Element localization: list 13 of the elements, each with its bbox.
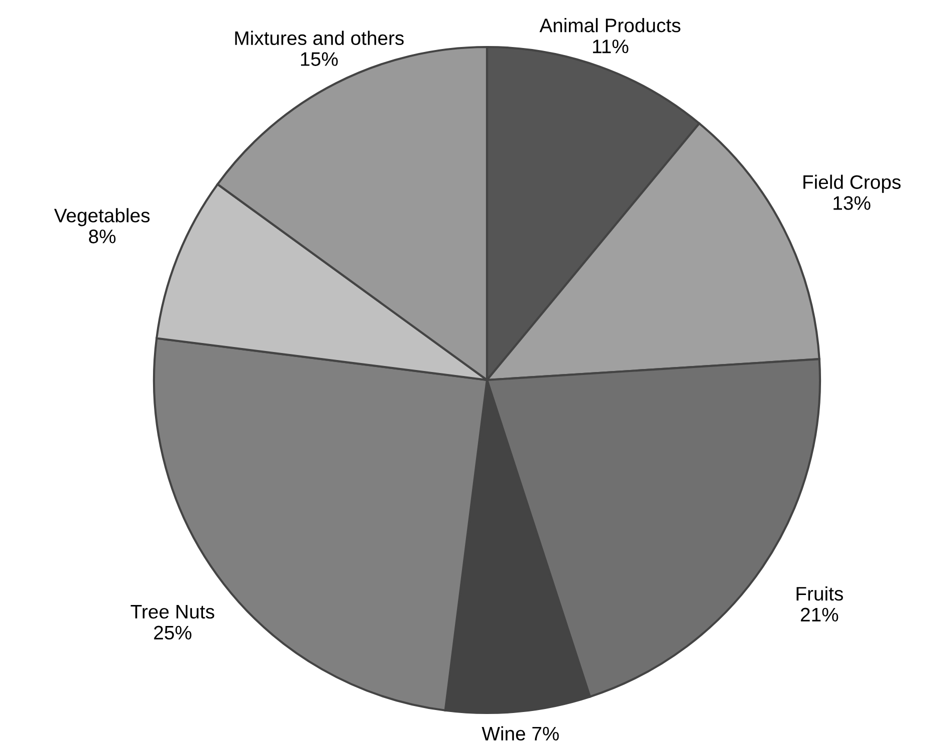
slice-label: Tree Nuts <box>130 605 214 619</box>
data-label: 25% <box>154 626 192 640</box>
data-label: 8% <box>88 230 116 244</box>
slice-label: Field Crops <box>803 174 901 193</box>
data-label: 15% <box>301 52 338 66</box>
data-label: 21% <box>800 608 838 622</box>
slice-label: Vegetables <box>54 208 150 226</box>
data-label: 11% <box>593 40 628 54</box>
slice-label: Wine 7% <box>482 726 559 741</box>
data-label: 13% <box>834 196 870 210</box>
slice-label: Animal Products <box>540 18 680 32</box>
slice-label: Fruits <box>796 586 843 601</box>
slice-label: Mixtures and others <box>235 30 404 46</box>
